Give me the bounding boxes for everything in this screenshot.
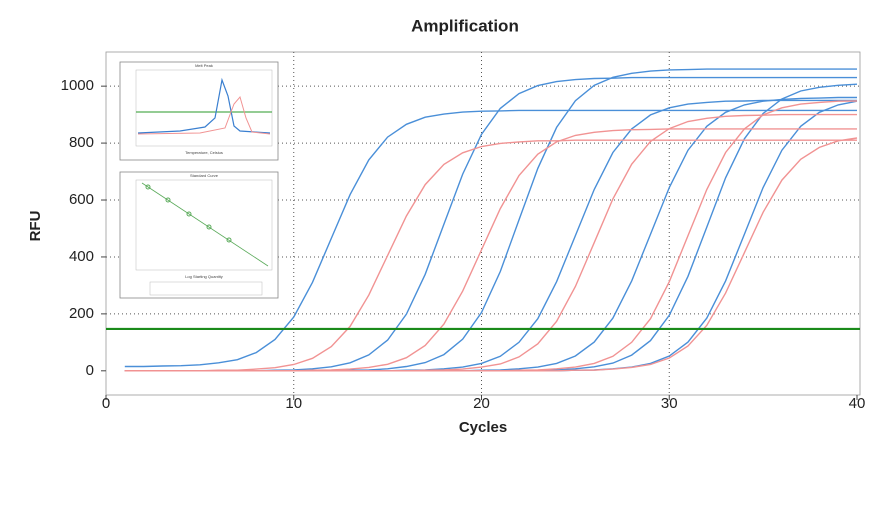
x-tick-label: 0 (102, 395, 110, 412)
amplification-curve (124, 137, 858, 372)
inset-point (226, 237, 232, 243)
y-tick-label: 0 (86, 362, 94, 379)
chart-title: Amplification (411, 16, 519, 35)
plot-area (101, 51, 861, 400)
inset-title: Standard Curve (190, 173, 219, 178)
x-axis-label: Cycles (459, 419, 507, 436)
x-tick-label: 40 (849, 395, 866, 412)
y-tick-label: 1000 (61, 77, 94, 94)
x-tick-label: 10 (285, 395, 302, 412)
inset-point (186, 211, 192, 217)
y-tick-label: 600 (69, 191, 94, 208)
x-tick-label: 20 (473, 395, 490, 412)
y-tick-label: 200 (69, 305, 94, 322)
y-tick-label: 800 (69, 134, 94, 151)
inset-point (145, 184, 151, 190)
inset-point (165, 197, 171, 203)
y-axis-label: RFU (27, 211, 44, 242)
y-tick-label: 400 (69, 248, 94, 265)
plot-frame (105, 51, 861, 396)
x-tick-label: 30 (661, 395, 678, 412)
inset-frame (119, 171, 279, 299)
melt-peak-inset: Melt Peak Temperature, Celsius (119, 61, 279, 161)
inset-axes (135, 179, 273, 271)
inset-fit-line (141, 182, 269, 267)
inset-axis-label: Temperature, Celsius (185, 150, 223, 155)
inset-legend (149, 281, 263, 296)
inset-axis-label: Log Starting Quantity (185, 274, 223, 279)
inset-point (206, 224, 212, 230)
inset-frame (119, 61, 279, 161)
inset-title: Melt Peak (195, 63, 213, 68)
inset-axes (135, 69, 273, 147)
standard-curve-inset: Standard Curve Log Starting Quantity (119, 171, 279, 299)
inset-curve (137, 77, 271, 134)
amplification-curve (124, 109, 857, 368)
inset-curve (137, 95, 271, 135)
